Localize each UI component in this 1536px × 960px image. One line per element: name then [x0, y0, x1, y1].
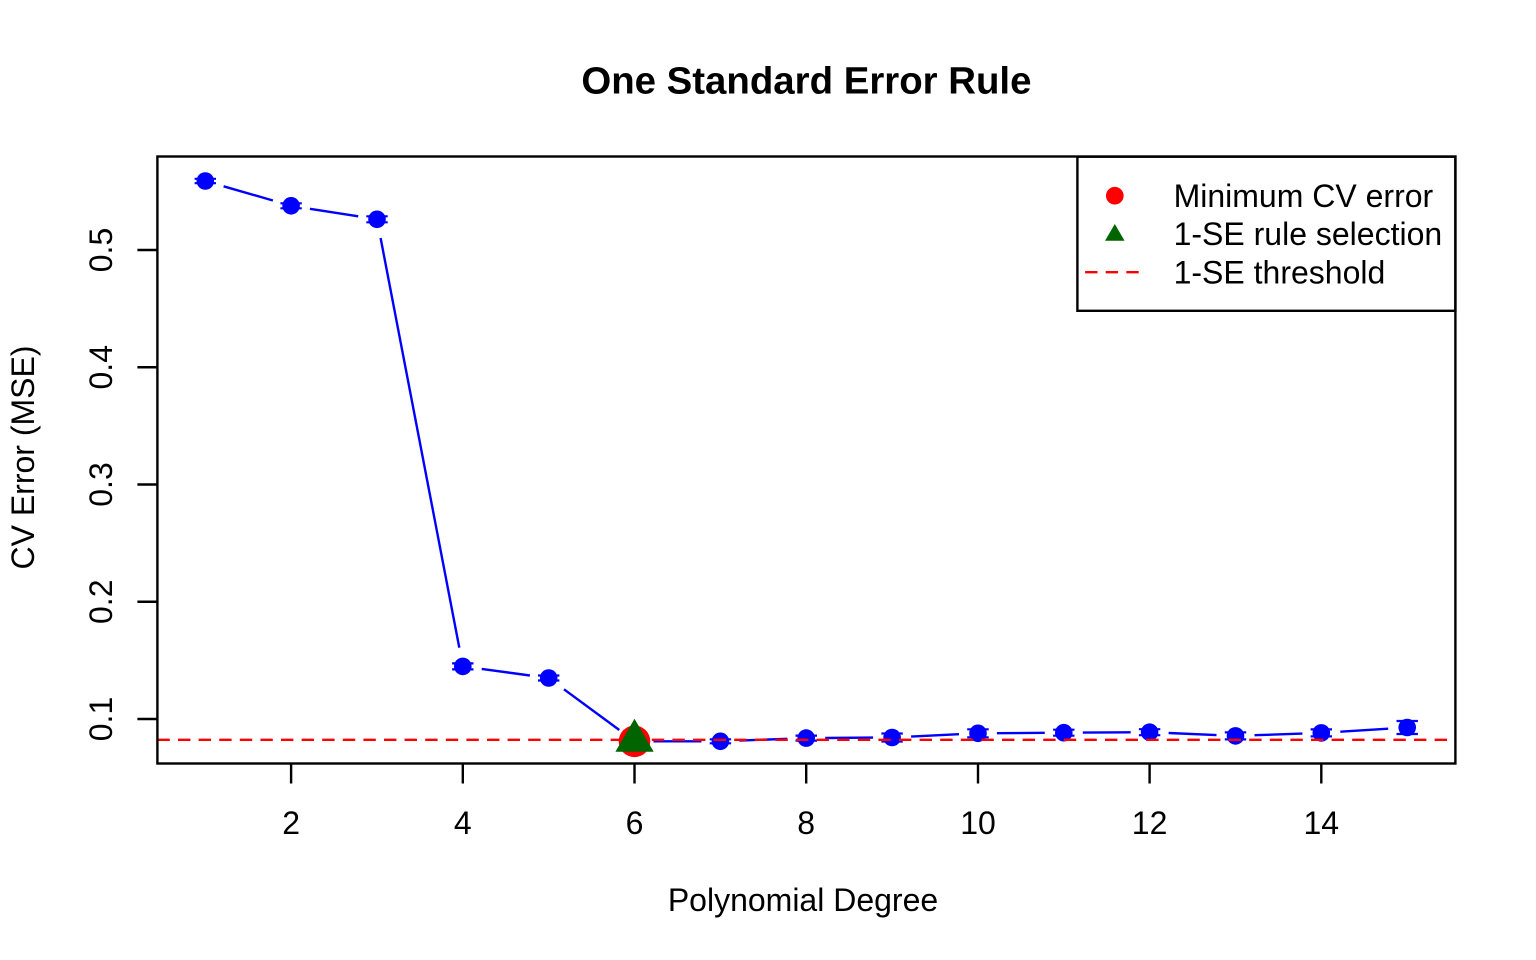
svg-text:10: 10 — [960, 805, 996, 841]
svg-text:0.4: 0.4 — [83, 345, 119, 389]
svg-text:6: 6 — [626, 805, 644, 841]
svg-text:1-SE rule selection: 1-SE rule selection — [1174, 216, 1443, 252]
svg-text:14: 14 — [1304, 805, 1340, 841]
svg-text:1-SE threshold: 1-SE threshold — [1174, 255, 1386, 291]
svg-text:2: 2 — [282, 805, 300, 841]
svg-text:0.3: 0.3 — [83, 462, 119, 506]
svg-text:Minimum CV error: Minimum CV error — [1174, 178, 1434, 214]
svg-text:4: 4 — [454, 805, 472, 841]
svg-text:CV Error (MSE): CV Error (MSE) — [5, 346, 41, 570]
svg-text:0.1: 0.1 — [83, 697, 119, 741]
svg-text:0.5: 0.5 — [83, 228, 119, 272]
svg-text:One Standard Error Rule: One Standard Error Rule — [581, 60, 1031, 103]
svg-text:8: 8 — [797, 805, 815, 841]
svg-text:0.2: 0.2 — [83, 580, 119, 624]
svg-text:12: 12 — [1132, 805, 1168, 841]
svg-text:Polynomial Degree: Polynomial Degree — [668, 882, 938, 918]
